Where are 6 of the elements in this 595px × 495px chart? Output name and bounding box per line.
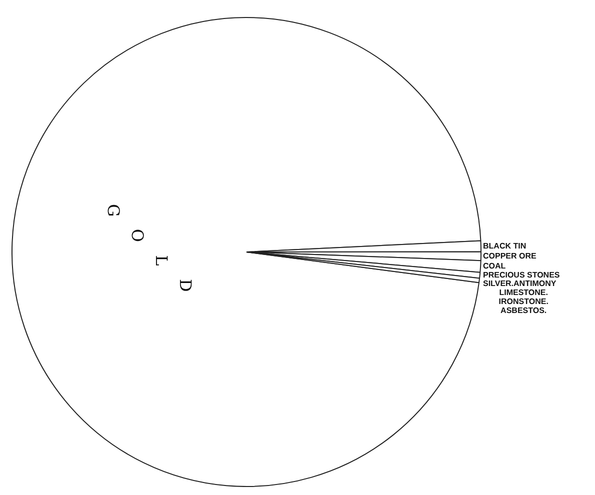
slice-label: PRECIOUS STONES xyxy=(483,270,560,280)
slice-label: COAL xyxy=(483,262,506,271)
slice-label: SILVER.ANTIMONY LIMESTONE. IRONSTONE. ASBESTOS. xyxy=(483,278,557,315)
slice-label: GOLD xyxy=(104,204,195,292)
slice-label: BLACK TIN xyxy=(483,241,526,250)
slice-label: COPPER ORE xyxy=(483,251,538,260)
